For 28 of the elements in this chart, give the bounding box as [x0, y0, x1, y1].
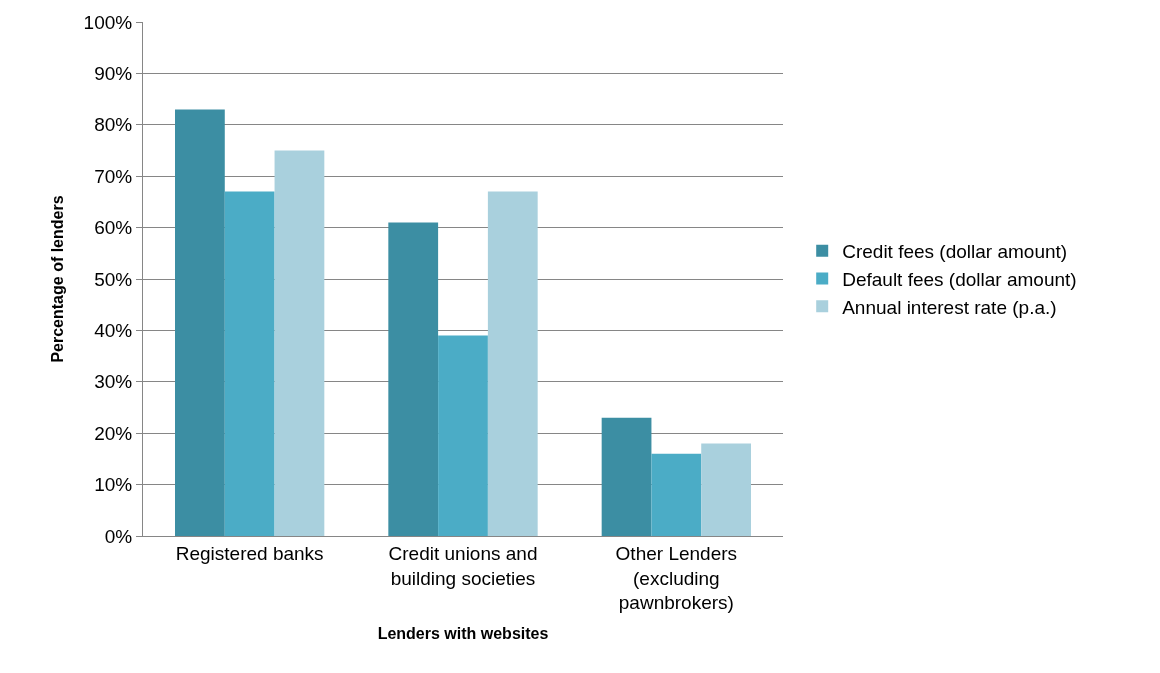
legend-label: Default fees (dollar amount): [842, 268, 1077, 290]
bar: [438, 335, 488, 536]
bar: [487, 191, 538, 536]
legend-label: Annual interest rate (p.a.): [842, 296, 1057, 318]
bar: [388, 222, 439, 536]
legend-label: Credit fees (dollar amount): [842, 241, 1068, 263]
bar: [651, 453, 702, 536]
y-tick-label: 30%: [94, 371, 133, 393]
bar: [224, 191, 275, 536]
y-axis-title: Percentage of lenders: [49, 195, 67, 363]
bar: [601, 417, 652, 536]
y-tick-label: 40%: [94, 320, 133, 342]
bar: [701, 443, 751, 536]
bar: [175, 109, 225, 536]
y-tick-label: 10%: [94, 474, 133, 496]
x-tick-label: Registered banks: [175, 542, 324, 564]
bar: [274, 150, 325, 536]
x-tick-label: Other Lenders (excluding pawnbrokers): [615, 542, 738, 614]
y-tick-label: 90%: [94, 63, 133, 85]
y-tick-label: 80%: [94, 114, 133, 136]
y-tick-label: 70%: [94, 165, 133, 187]
x-axis-title: Lenders with websites: [377, 624, 549, 642]
y-tick-label: 50%: [94, 268, 133, 290]
y-tick-label: 0%: [104, 525, 133, 547]
y-tick-label: 20%: [94, 422, 133, 444]
x-tick-label: Credit unions and building societies: [388, 542, 538, 589]
y-tick-label: 100%: [83, 11, 133, 33]
y-tick-label: 60%: [94, 217, 133, 239]
